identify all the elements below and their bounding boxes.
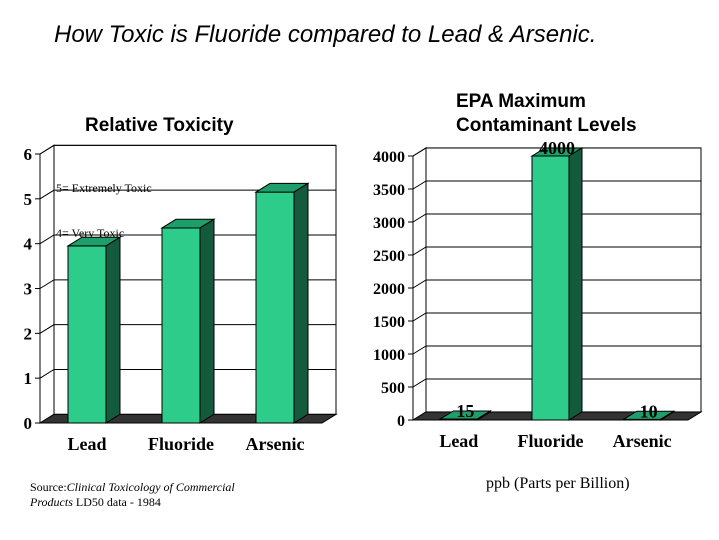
chart1-gridline bbox=[39, 234, 336, 245]
chart1-title: Relative Toxicity bbox=[85, 115, 234, 136]
chart1-bar-side-lead bbox=[105, 236, 121, 424]
source-prefix: Source: bbox=[30, 480, 67, 494]
source-suffix: LD50 data - 1984 bbox=[72, 495, 161, 509]
chart1-y-tick-label: 1 bbox=[24, 369, 33, 388]
chart1-bar-side-fluoride bbox=[199, 218, 215, 424]
chart1-gridline bbox=[39, 189, 336, 200]
units-note: ppb (Parts per Billion) bbox=[486, 475, 630, 492]
chart1-y-tick-label: 4 bbox=[24, 235, 33, 254]
chart1-y-tick-label: 2 bbox=[24, 324, 33, 343]
chart1-bar-arsenic bbox=[255, 191, 295, 424]
source-book-title: Clinical Toxicology of Commercial Produc… bbox=[30, 480, 235, 509]
chart1-annotation: 5= Extremely Toxic bbox=[56, 181, 152, 195]
chart2-title: EPA Maximum Contaminant Levels bbox=[456, 91, 637, 136]
chart1-gridline bbox=[39, 324, 336, 334]
chart1-gridline bbox=[39, 144, 336, 155]
slide-title: How Toxic is Fluoride compared to Lead &… bbox=[54, 21, 597, 48]
source-note: Source:Clinical Toxicology of Commercial… bbox=[30, 480, 260, 510]
chart1-x-label: Lead bbox=[67, 434, 106, 454]
chart1-x-label: Arsenic bbox=[246, 434, 305, 454]
chart1-bar-lead bbox=[67, 245, 107, 424]
chart1-annotation: 4= Very Toxic bbox=[56, 226, 124, 240]
chart1-y-tick-label: 5 bbox=[24, 190, 33, 209]
chart1-y-tick-label: 6 bbox=[24, 145, 33, 164]
chart1-y-tick-label: 3 bbox=[24, 280, 33, 299]
chart1-bar-side-arsenic bbox=[293, 182, 309, 424]
chart1-y-tick-label: 0 bbox=[24, 414, 33, 433]
chart1-gridline bbox=[39, 279, 336, 289]
chart1-x-label: Fluoride bbox=[148, 434, 214, 454]
chart1-bar-fluoride bbox=[161, 227, 201, 424]
chart1-gridline bbox=[39, 368, 336, 379]
